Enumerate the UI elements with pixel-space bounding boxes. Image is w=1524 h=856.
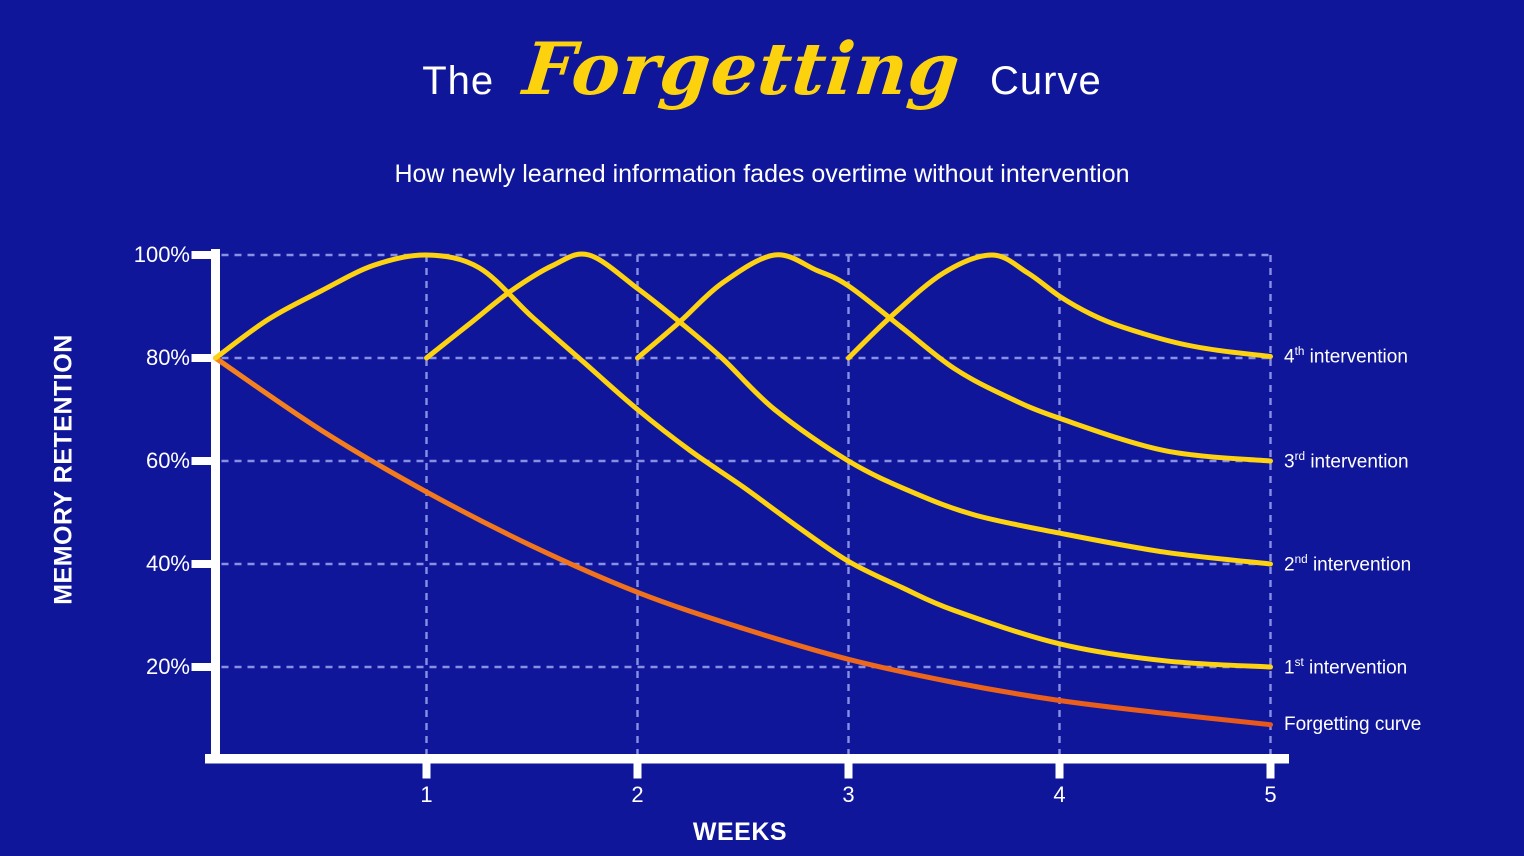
x-tick-label-5: 5 xyxy=(1264,782,1277,807)
y-tick-100 xyxy=(191,251,212,259)
x-axis-title: WEEKS xyxy=(692,818,788,846)
y-tick-60 xyxy=(191,457,212,465)
x-tick-1 xyxy=(422,763,431,779)
y-tick-label-40: 40% xyxy=(145,551,190,576)
x-tick-2 xyxy=(633,763,642,779)
y-tick-40 xyxy=(191,560,212,568)
x-tick-label-1: 1 xyxy=(420,782,433,807)
y-tick-80 xyxy=(191,354,212,362)
y-tick-label-100: 100% xyxy=(133,242,190,267)
x-axis-line xyxy=(205,754,1289,764)
curve-label-second-intervention: 2nd intervention xyxy=(1284,553,1412,576)
curve-label-third-intervention: 3rd intervention xyxy=(1284,450,1409,473)
title-pre: The xyxy=(422,59,495,103)
y-axis-line xyxy=(211,249,220,763)
y-tick-label-80: 80% xyxy=(145,345,190,370)
curve-label-forgetting: Forgetting curve xyxy=(1284,713,1422,735)
curve-forgetting xyxy=(213,355,1273,728)
chart-title: The Forgetting Curve xyxy=(0,26,1524,111)
x-tick-5 xyxy=(1266,763,1275,779)
curve-first-intervention xyxy=(213,252,1273,670)
x-tick-label-3: 3 xyxy=(842,782,855,807)
curve-second-intervention xyxy=(424,251,1273,567)
title-post: Curve xyxy=(990,59,1102,103)
x-tick-3 xyxy=(844,763,853,779)
curve-fourth-intervention xyxy=(846,252,1273,361)
x-tick-label-4: 4 xyxy=(1053,782,1066,807)
curve-label-fourth-intervention: 4th intervention xyxy=(1284,345,1408,368)
chart-subtitle: How newly learned information fades over… xyxy=(394,160,1130,188)
x-tick-label-2: 2 xyxy=(631,782,644,807)
y-tick-label-60: 60% xyxy=(145,448,190,473)
curve-label-first-intervention: 1st intervention xyxy=(1284,656,1408,679)
y-axis-title: MEMORY RETENTION xyxy=(49,334,78,605)
curve-third-intervention xyxy=(635,252,1273,464)
y-tick-label-20: 20% xyxy=(145,654,190,679)
x-tick-4 xyxy=(1055,763,1064,779)
y-tick-20 xyxy=(191,663,212,671)
